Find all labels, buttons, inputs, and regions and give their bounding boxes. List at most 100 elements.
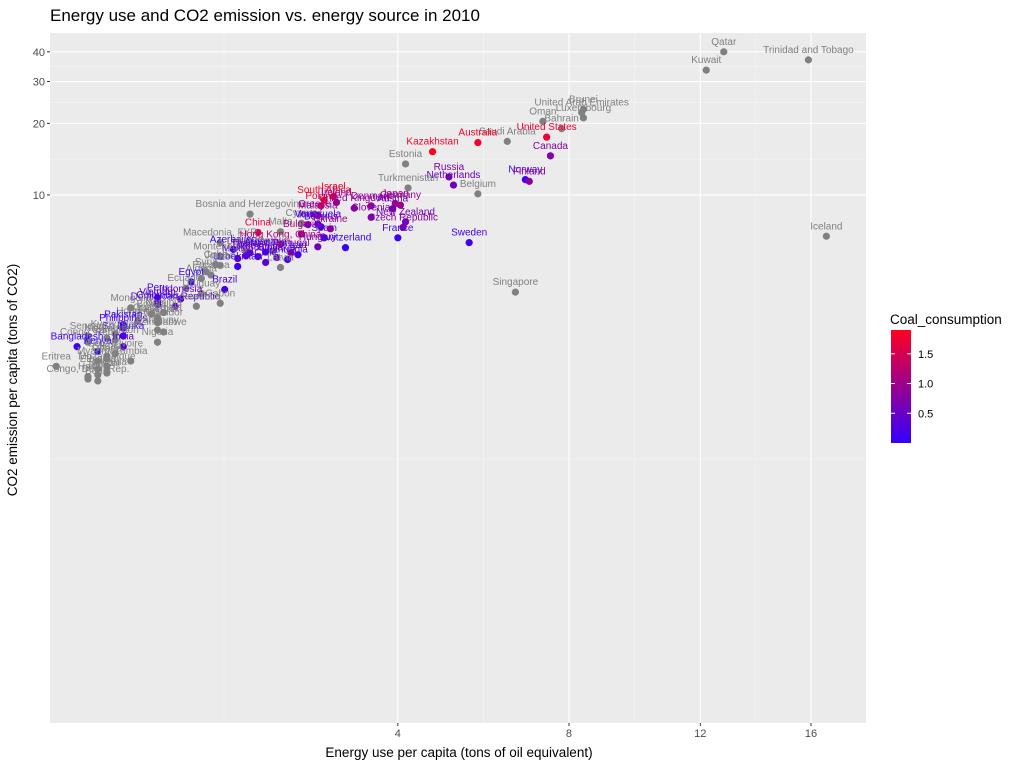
point-label: Bangladesh <box>51 332 104 343</box>
data-point <box>720 48 728 56</box>
data-point <box>127 357 135 365</box>
point-label: Chile <box>254 247 277 258</box>
data-point <box>73 343 81 351</box>
data-point <box>350 204 358 212</box>
data-point <box>304 221 312 229</box>
plot-panel <box>50 33 866 723</box>
grid-lines <box>50 33 866 723</box>
data-point <box>401 218 410 226</box>
point-label: Macedonia, FYR <box>183 228 257 239</box>
point-label: Paraguay <box>136 315 179 326</box>
point-label: Colombia <box>136 290 179 301</box>
point-label: Portugal <box>272 238 309 249</box>
point-label: Argentina <box>244 237 287 248</box>
data-point <box>262 248 270 256</box>
data-point <box>94 371 102 379</box>
data-point <box>84 375 92 383</box>
legend-ticks: 0.5 1.0 1.5 <box>891 349 933 420</box>
point-label: Brazil <box>212 274 237 285</box>
point-label: Russia <box>434 162 465 173</box>
point-label: Croatia <box>257 236 290 247</box>
point-label: Panama <box>192 260 230 271</box>
point-label: Norway <box>508 165 542 176</box>
data-point <box>177 295 185 303</box>
point-label: Poland <box>305 191 336 202</box>
x-tick-label: 4 <box>395 728 401 740</box>
point-label: Indonesia <box>159 284 203 295</box>
data-point <box>401 160 410 168</box>
point-label: Gabon <box>205 288 235 299</box>
y-tick-label: 10 <box>33 190 45 202</box>
point-label: Kuwait <box>691 55 721 66</box>
data-point <box>449 181 458 189</box>
point-label: Finland <box>513 166 546 177</box>
data-point <box>389 205 397 213</box>
data-point <box>119 324 127 332</box>
y-axis: 10 20 30 40 <box>33 47 50 202</box>
data-point <box>94 357 102 365</box>
point-label: Dominican Republic <box>131 291 220 302</box>
data-point <box>94 365 102 373</box>
data-point <box>84 338 92 346</box>
point-label: Iceland <box>810 221 842 232</box>
data-point <box>525 177 533 185</box>
data-point <box>103 362 111 370</box>
point-label: France <box>382 223 414 234</box>
data-point <box>702 66 710 74</box>
point-label: Canada <box>533 141 568 152</box>
data-point <box>234 262 242 271</box>
y-tick-label: 40 <box>33 47 45 59</box>
data-point <box>119 332 127 340</box>
data-point <box>153 301 162 309</box>
chart-title: Energy use and CO2 emission vs. energy s… <box>50 6 480 25</box>
point-label: United States <box>517 122 577 133</box>
point-label: Peru <box>147 283 168 294</box>
point-label: Syria <box>195 257 218 268</box>
data-point <box>119 343 127 351</box>
point-label: Venezuela <box>294 209 341 220</box>
point-label: Cyprus <box>286 208 318 219</box>
point-label: Zambia <box>114 346 148 357</box>
data-point <box>511 288 520 296</box>
point-label: Benin <box>85 366 111 377</box>
data-point <box>192 302 200 310</box>
data-point <box>474 139 482 147</box>
data-point <box>52 362 60 370</box>
point-label: Latvia <box>267 253 294 264</box>
data-point <box>546 152 555 160</box>
data-point <box>207 271 215 279</box>
data-point <box>216 299 224 307</box>
data-point <box>276 263 285 272</box>
point-label: Tanzania <box>87 357 127 368</box>
data-point <box>320 234 328 242</box>
x-tick-label: 16 <box>805 728 817 740</box>
point-label: Belgium <box>460 179 496 190</box>
point-label: Nigeria <box>142 327 174 338</box>
point-label: Estonia <box>389 149 423 160</box>
point-label: Bolivia <box>136 299 166 310</box>
point-label: Bahrain <box>544 114 578 125</box>
point-label: Slovenia <box>352 202 391 213</box>
data-point <box>127 304 135 312</box>
legend-colorbar <box>891 330 911 443</box>
point-label: Uruguay <box>182 278 220 289</box>
data-point <box>246 210 254 218</box>
data-point <box>543 133 551 141</box>
point-label: Belarus <box>304 212 338 223</box>
point-label: Montenegro <box>194 242 248 253</box>
point-label: Togo <box>87 360 109 371</box>
point-label: Algeria <box>186 263 218 274</box>
point-label: South Africa <box>297 185 351 196</box>
data-point <box>111 349 119 358</box>
data-point <box>147 310 155 318</box>
legend: Coal_consumption 0.5 1.0 1.5 <box>890 312 1002 443</box>
data-point <box>269 247 277 255</box>
data-point <box>396 201 405 209</box>
point-label: Greece <box>298 199 331 210</box>
point-label: Haiti <box>78 362 98 373</box>
x-tick-label: 8 <box>566 728 572 740</box>
point-label: Denmark <box>351 191 393 202</box>
data-point <box>283 255 292 264</box>
point-label: Honduras <box>116 306 159 317</box>
